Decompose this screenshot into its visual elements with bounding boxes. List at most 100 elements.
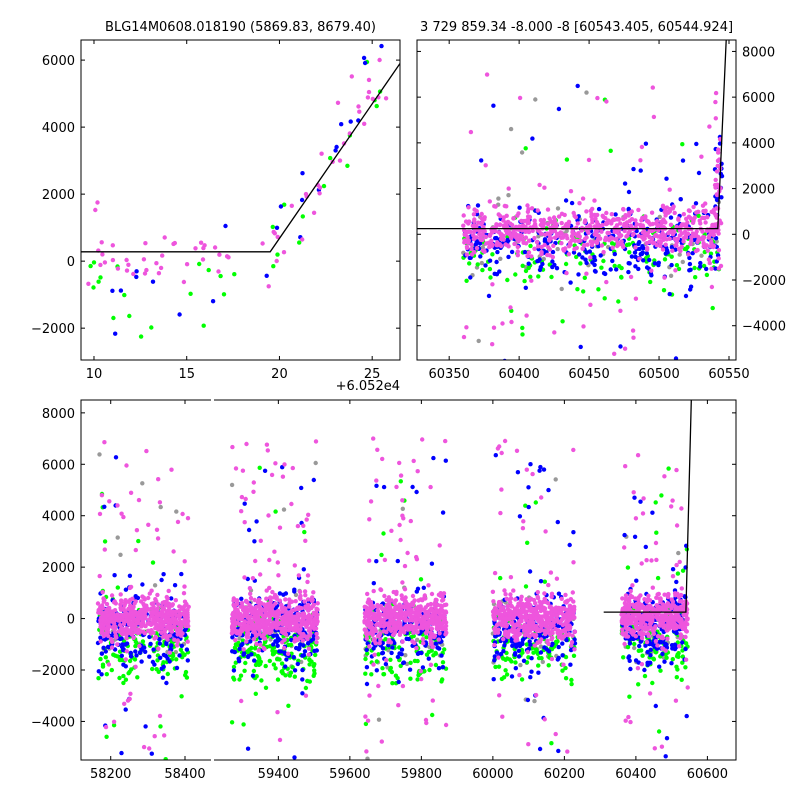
point-blue: [520, 637, 526, 642]
point-blue: [662, 659, 667, 664]
point-pink: [631, 231, 636, 236]
point-gray: [152, 583, 158, 588]
point-blue: [556, 655, 561, 661]
point-gray: [480, 245, 485, 250]
point-pink: [172, 240, 177, 246]
point-gray: [532, 698, 537, 704]
point-pink: [254, 641, 259, 647]
point-green: [509, 308, 514, 313]
point-green: [481, 380, 485, 384]
point-pink: [229, 631, 235, 636]
point-pink: [594, 220, 600, 225]
panel-bottom: 58200 58400 59400 59600 59800 60000 60200 60400…: [31, 399, 737, 792]
point-blue: [98, 635, 103, 640]
point-pink: [518, 233, 523, 238]
point-pink: [257, 631, 262, 637]
point-pink: [556, 214, 562, 219]
point-pink: [547, 238, 552, 243]
point-blue: [362, 60, 368, 66]
point-green: [563, 261, 569, 267]
point-pink: [172, 620, 177, 625]
point-pink: [337, 158, 343, 163]
point-green: [653, 500, 658, 505]
point-blue: [610, 258, 615, 264]
point-green: [127, 313, 132, 319]
point-pink: [506, 229, 512, 235]
point-pink: [363, 788, 367, 792]
point-green: [625, 565, 631, 570]
point-green: [150, 666, 155, 672]
point-green: [642, 673, 648, 679]
point-green: [237, 677, 242, 682]
point-blue: [492, 658, 497, 663]
point-pink: [442, 602, 447, 608]
point-blue: [493, 634, 498, 639]
point-blue: [643, 141, 649, 146]
point-pink: [367, 517, 372, 522]
point-blue: [299, 485, 304, 491]
point-pink: [672, 210, 677, 216]
point-blue: [663, 754, 668, 759]
point-pink: [233, 637, 238, 643]
point-pink: [266, 513, 271, 518]
point-pink: [692, 233, 697, 239]
point-pink: [126, 262, 131, 267]
point-pink: [565, 236, 570, 241]
point-pink: [386, 601, 392, 606]
point-pink: [160, 253, 165, 258]
point-green: [581, 289, 586, 294]
point-blue: [169, 643, 174, 648]
point-green: [398, 663, 403, 669]
point-pink: [618, 308, 623, 313]
point-pink: [310, 597, 315, 603]
point-pink: [126, 628, 132, 633]
point-pink: [143, 241, 148, 246]
point-pink: [138, 629, 143, 634]
point-green: [121, 680, 126, 686]
point-pink: [622, 228, 627, 234]
point-blue: [680, 640, 685, 645]
point-pink: [490, 342, 495, 347]
point-pink: [281, 250, 287, 255]
point-pink: [410, 602, 416, 608]
point-green: [424, 635, 429, 640]
point-pink: [443, 623, 449, 629]
point-green: [238, 673, 244, 678]
point-pink: [283, 628, 288, 634]
point-blue: [308, 638, 314, 643]
point-pink: [160, 600, 165, 606]
point-pink: [525, 219, 531, 224]
model-line: [81, 63, 400, 253]
point-pink: [258, 642, 263, 647]
point-blue: [426, 656, 431, 661]
point-pink: [644, 241, 649, 246]
point-pink: [160, 607, 165, 612]
point-green: [442, 647, 447, 652]
point-green: [232, 272, 237, 277]
point-blue: [169, 596, 174, 601]
point-pink: [698, 221, 703, 226]
point-pink: [303, 693, 309, 698]
point-blue: [660, 651, 665, 657]
point-pink: [554, 231, 560, 237]
point-gray: [281, 507, 287, 512]
point-pink: [608, 235, 614, 240]
point-green: [575, 287, 580, 292]
point-green: [229, 720, 235, 725]
point-blue: [608, 267, 613, 272]
point-pink: [683, 235, 689, 240]
point-green: [519, 677, 525, 682]
point-pink: [628, 274, 634, 280]
point-blue: [99, 651, 105, 656]
point-pink: [121, 618, 127, 623]
point-blue: [629, 254, 635, 259]
point-blue: [252, 539, 257, 544]
point-pink: [508, 233, 513, 238]
point-blue: [123, 707, 128, 712]
point-blue: [567, 542, 572, 548]
point-green: [569, 681, 574, 687]
point-blue: [443, 458, 448, 463]
point-pink: [517, 95, 523, 101]
point-blue: [654, 646, 660, 651]
point-blue: [236, 656, 241, 661]
